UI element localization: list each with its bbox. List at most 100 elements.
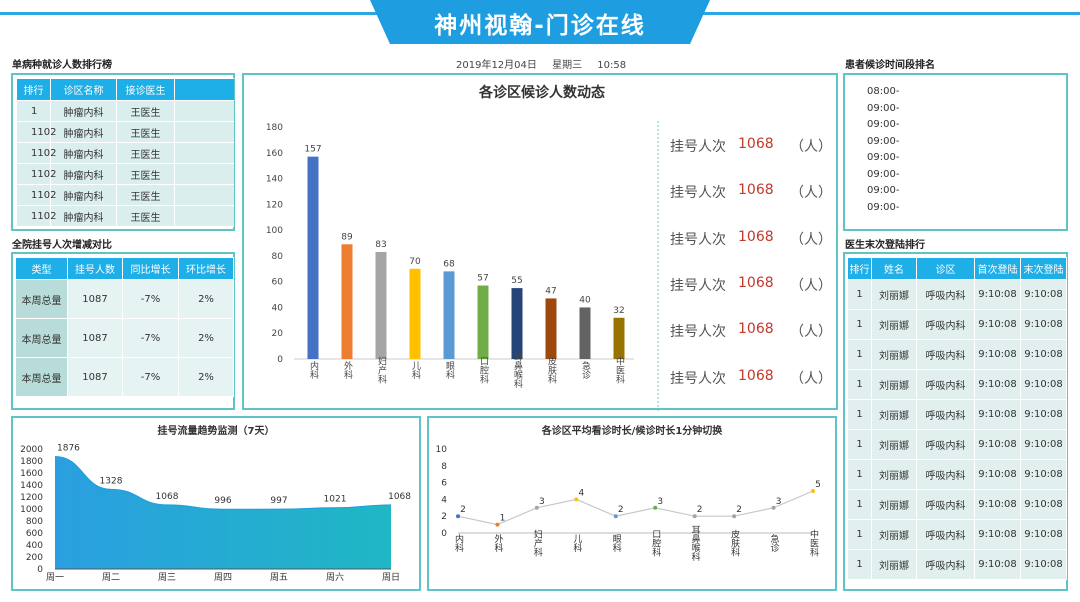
table-cell: 9:10:08 [1020,399,1067,430]
table-row[interactable]: 1 刘丽娜 呼吸内科 9:10:08 9:10:08 [847,459,1067,490]
table-row[interactable]: 1 刘丽娜 呼吸内科 9:10:08 9:10:08 [847,279,1067,310]
table-cell: 呼吸内科 [916,549,975,580]
data-label: 5 [815,480,821,490]
table-cell: 呼吸内科 [916,489,975,520]
table-cell: 呼吸内科 [916,279,975,310]
page-title: 神州视翰-门诊在线 [434,13,646,39]
column-header: 同比增长 [122,257,179,280]
stat-label: 挂号人次 [670,185,726,202]
stat-unit: （人） [790,370,832,387]
bar [545,298,557,359]
bar-value-label: 157 [304,145,321,155]
y-tick-label: 120 [266,200,283,210]
data-label: 4 [578,488,584,498]
area-fill [55,456,391,569]
table-row[interactable]: 1102 肿瘤内科 王医生 [16,163,234,185]
column-header [174,78,234,101]
y-tick-label: 1600 [20,469,43,479]
table-cell: 王医生 [116,142,175,164]
avg-chart-panel: 各诊区平均看诊时长/候诊时长1分钟切换 0 2 4 6 8 10 2 内科 1 外科 3 妇产科 4 儿科 2… [427,416,837,591]
table-cell: 1102 [16,121,56,143]
table-cell: 刘丽娜 [871,459,917,490]
table-cell [174,205,234,227]
table-cell: 呼吸内科 [916,309,975,340]
table-row[interactable]: 1 刘丽娜 呼吸内科 9:10:08 9:10:08 [847,489,1067,520]
bar [375,252,387,359]
table-row[interactable]: 1 刘丽娜 呼吸内科 9:10:08 9:10:08 [847,369,1067,400]
y-tick-label: 1000 [20,505,43,515]
wait-time-item: 09:00- [867,119,900,130]
wait-time-panel: 08:00- 09:00- 09:00- 09:00- 09:00- 09:00- 09:0… [843,73,1068,231]
table-row[interactable]: 1 刘丽娜 呼吸内科 9:10:08 9:10:08 [847,549,1067,580]
stat-unit: （人） [790,139,832,155]
table-cell: 9:10:08 [974,339,1021,370]
stat-row: 挂号人次 1068 （人） [670,229,832,249]
table-cell: 刘丽娜 [871,309,917,340]
bar [511,288,523,359]
doctors-title: 医生末次登陆排行 [845,240,925,251]
table-row[interactable]: 1 刘丽娜 呼吸内科 9:10:08 9:10:08 [847,309,1067,340]
table-cell: -7% [122,318,179,358]
data-label: 3 [657,497,663,507]
table-row[interactable]: 1102 肿瘤内科 王医生 [16,142,234,164]
data-label: 2 [460,505,466,515]
table-row[interactable]: 1 刘丽娜 呼吸内科 9:10:08 9:10:08 [847,429,1067,460]
table-cell: 1 [847,279,872,310]
y-tick-label: 400 [26,541,43,551]
bar-value-label: 32 [613,306,624,316]
column-header: 诊区名称 [50,78,117,101]
table-row[interactable]: 1 刘丽娜 呼吸内科 9:10:08 9:10:08 [847,519,1067,550]
data-label: 3 [539,497,545,507]
table-row[interactable]: 本周总量 1087 -7% 2% [15,279,234,319]
stat-row: 挂号人次 1068 （人） [670,275,832,295]
table-row[interactable]: 1 刘丽娜 呼吸内科 9:10:08 9:10:08 [847,339,1067,370]
table-cell: 1102 [16,163,56,185]
stat-value: 1068 [738,228,774,245]
y-tick-label: 180 [266,123,283,133]
wait-time-item: 09:00- [867,102,900,114]
trend-chart-panel: 挂号流量趋势监测（7天） 0 200 400 600 800 1000 1200 1400 160… [11,416,421,591]
table-cell: 刘丽娜 [871,549,917,580]
wait-time-item: 09:00- [867,201,900,213]
series-line [457,490,814,526]
doctors-table: 排行 姓名 诊区 首次登陆 末次登陆 1 刘丽娜 呼吸内科 9:10:08 9:10:08 1 刘丽… [847,257,1067,580]
table-cell: 肿瘤内科 [50,142,117,164]
x-tick-label: 眼科 [611,534,622,553]
table-cell: 9:10:08 [1020,429,1067,460]
y-tick-label: 2 [441,512,447,522]
table-row[interactable]: 1102 肿瘤内科 王医生 [16,121,234,143]
wait-time-title: 患者候诊时间段排名 [845,60,935,71]
waiting-chart-panel: 各诊区候诊人数动态 0 20 40 60 80 100 120 140 160 180 157 内科 89… [242,73,838,411]
table-cell [174,121,234,143]
column-header: 类型 [15,257,68,280]
table-cell: 2% [178,357,234,397]
bar-value-label: 55 [511,276,522,286]
table-row[interactable]: 1 刘丽娜 呼吸内科 9:10:08 9:10:08 [847,399,1067,430]
table-row[interactable]: 1102 肿瘤内科 王医生 [16,205,234,227]
data-label: 2 [736,505,742,515]
table-row[interactable]: 1102 肿瘤内科 王医生 [16,184,234,206]
chart-title: 各诊区平均看诊时长/候诊时长1分钟切换 [541,424,724,437]
table-cell: 9:10:08 [1020,549,1067,580]
table-row[interactable]: 本周总量 1087 -7% 2% [15,318,234,358]
chart-title: 各诊区候诊人数动态 [478,84,605,101]
table-row[interactable]: 1 肿瘤内科 王医生 [16,100,234,122]
table-cell [174,163,234,185]
table-cell: 肿瘤内科 [50,121,117,143]
x-tick-label: 内科 [453,533,464,553]
x-tick-label: 耳鼻喉科 [690,525,701,562]
y-tick-label: 4 [441,495,447,505]
x-tick-label: 儿科 [571,534,582,553]
x-tick-label: 妇产科 [532,528,543,557]
x-tick-label: 急诊 [580,360,591,380]
bar [477,285,489,359]
table-row[interactable]: 本周总量 1087 -7% 2% [15,357,234,397]
x-tick-label: 皮肤科 [729,528,740,557]
y-tick-label: 1400 [20,481,43,491]
table-cell: 肿瘤内科 [50,184,117,206]
y-tick-label: 2000 [20,445,43,455]
data-label: 1068 [156,492,179,502]
table-cell: 刘丽娜 [871,489,917,520]
bar-value-label: 70 [409,257,421,267]
data-label: 2 [697,505,703,515]
